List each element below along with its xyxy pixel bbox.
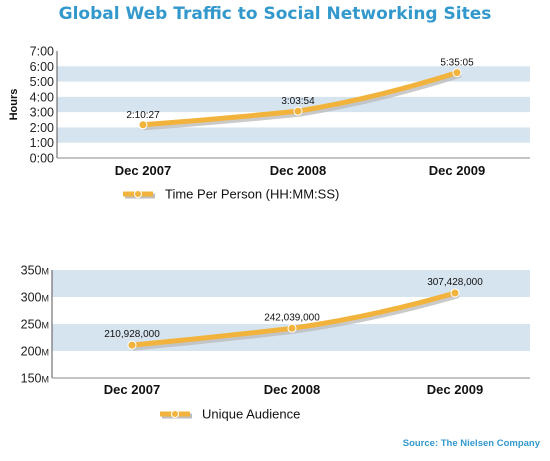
data-label: 307,428,000 bbox=[427, 277, 483, 288]
data-point bbox=[452, 68, 462, 78]
y-tick-label: 5:00 bbox=[30, 75, 54, 89]
x-tick-label: Dec 2008 bbox=[264, 382, 320, 397]
data-label: 3:03:54 bbox=[281, 96, 315, 107]
x-tick-label: Dec 2007 bbox=[115, 163, 171, 178]
y-tick-label: 0:00 bbox=[30, 152, 54, 166]
grid-band bbox=[57, 127, 530, 143]
data-point bbox=[127, 340, 137, 350]
legend-label: Time Per Person (HH:MM:SS) bbox=[165, 187, 339, 202]
page-title: Global Web Traffic to Social Networking … bbox=[58, 4, 492, 24]
y-tick-label: 150M bbox=[21, 372, 49, 386]
grid-band bbox=[57, 66, 530, 82]
y-tick-label: 7:00 bbox=[30, 45, 54, 59]
data-point bbox=[293, 106, 303, 116]
y-tick-label: 2:00 bbox=[30, 121, 54, 135]
data-label: 210,928,000 bbox=[104, 329, 160, 340]
data-point bbox=[138, 120, 148, 130]
x-tick-label: Dec 2007 bbox=[104, 382, 160, 397]
y-axis-label: Hours bbox=[8, 89, 20, 121]
unique-audience-chart: 150M 200M 250M 300M 350M Dec 2007 Dec 2008 Dec … bbox=[21, 264, 530, 422]
x-tick-label: Dec 2009 bbox=[427, 382, 483, 397]
data-label: 2:10:27 bbox=[126, 110, 160, 121]
y-tick-label: 200M bbox=[21, 345, 49, 359]
data-point bbox=[287, 323, 297, 333]
legend-marker bbox=[171, 410, 179, 418]
data-label: 242,039,000 bbox=[264, 312, 320, 323]
data-point bbox=[450, 288, 460, 298]
y-tick-label: 6:00 bbox=[30, 60, 54, 74]
x-tick-label: Dec 2009 bbox=[429, 163, 485, 178]
y-tick-label: 4:00 bbox=[30, 90, 54, 104]
data-label: 5:35:05 bbox=[440, 58, 474, 69]
x-tick-label: Dec 2008 bbox=[270, 163, 326, 178]
y-tick-label: 300M bbox=[21, 291, 49, 305]
y-tick-label: 1:00 bbox=[30, 136, 54, 150]
legend-label: Unique Audience bbox=[202, 407, 300, 422]
source-note: Source: The Nielsen Company bbox=[402, 438, 540, 449]
y-tick-label: 350M bbox=[21, 264, 49, 278]
y-tick-label: 250M bbox=[21, 318, 49, 332]
legend-marker bbox=[134, 190, 142, 198]
time-per-person-chart: 0:00 1:002:003:00 4:005:006:007:00 Hours Dec… bbox=[8, 45, 530, 202]
grid-band bbox=[57, 96, 530, 113]
y-tick-label: 3:00 bbox=[30, 106, 54, 120]
